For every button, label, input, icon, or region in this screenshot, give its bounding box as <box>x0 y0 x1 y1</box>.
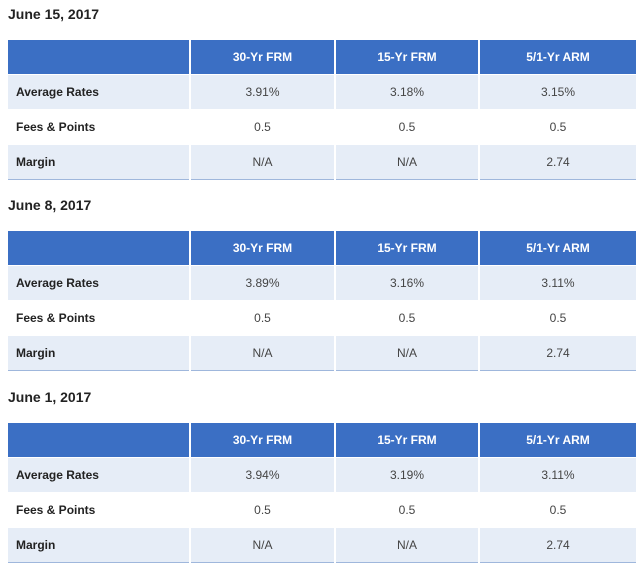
row-label: Fees & Points <box>8 492 190 528</box>
table-row: Fees & Points 0.5 0.5 0.5 <box>8 109 636 145</box>
table-row: Average Rates 3.89% 3.16% 3.11% <box>8 265 636 301</box>
cell-15yr: 0.5 <box>334 492 479 528</box>
cell-30yr: 0.5 <box>189 300 335 336</box>
row-label: Margin <box>8 527 190 563</box>
rates-table: 30-Yr FRM 15-Yr FRM 5/1-Yr ARM Average R… <box>8 231 636 371</box>
header-cell-30yr: 30-Yr FRM <box>189 423 335 458</box>
table-row: Margin N/A N/A 2.74 <box>8 527 636 563</box>
cell-30yr: 3.89% <box>189 265 335 301</box>
cell-30yr: 0.5 <box>189 492 335 528</box>
cell-15yr: N/A <box>334 144 479 180</box>
header-cell-30yr: 30-Yr FRM <box>189 40 335 75</box>
row-label: Fees & Points <box>8 109 190 145</box>
cell-arm: 0.5 <box>478 109 636 145</box>
header-row: 30-Yr FRM 15-Yr FRM 5/1-Yr ARM <box>8 231 636 266</box>
rates-table: 30-Yr FRM 15-Yr FRM 5/1-Yr ARM Average R… <box>8 40 636 180</box>
cell-arm: 2.74 <box>478 144 636 180</box>
header-row: 30-Yr FRM 15-Yr FRM 5/1-Yr ARM <box>8 40 636 75</box>
table-row: Average Rates 3.91% 3.18% 3.15% <box>8 74 636 110</box>
table-date: June 15, 2017 <box>8 6 100 22</box>
rates-table: 30-Yr FRM 15-Yr FRM 5/1-Yr ARM Average R… <box>8 423 636 563</box>
cell-arm: 3.11% <box>478 457 636 493</box>
row-label: Fees & Points <box>8 300 190 336</box>
table-date: June 1, 2017 <box>8 389 92 405</box>
header-cell-blank <box>8 423 190 458</box>
cell-15yr: 0.5 <box>334 109 479 145</box>
cell-30yr: N/A <box>189 527 335 563</box>
cell-arm: 3.11% <box>478 265 636 301</box>
cell-15yr: 3.19% <box>334 457 479 493</box>
table-row: Margin N/A N/A 2.74 <box>8 144 636 180</box>
header-cell-blank <box>8 231 190 266</box>
row-label: Margin <box>8 335 190 371</box>
cell-15yr: N/A <box>334 527 479 563</box>
table-row: Fees & Points 0.5 0.5 0.5 <box>8 300 636 336</box>
table-date: June 8, 2017 <box>8 197 92 213</box>
header-cell-arm: 5/1-Yr ARM <box>478 40 636 75</box>
header-cell-15yr: 15-Yr FRM <box>334 40 479 75</box>
cell-30yr: N/A <box>189 144 335 180</box>
header-cell-arm: 5/1-Yr ARM <box>478 231 636 266</box>
cell-15yr: 3.18% <box>334 74 479 110</box>
cell-arm: 0.5 <box>478 300 636 336</box>
header-cell-15yr: 15-Yr FRM <box>334 423 479 458</box>
row-label: Average Rates <box>8 265 190 301</box>
cell-30yr: 3.91% <box>189 74 335 110</box>
cell-arm: 3.15% <box>478 74 636 110</box>
cell-arm: 2.74 <box>478 335 636 371</box>
row-label: Average Rates <box>8 74 190 110</box>
cell-arm: 2.74 <box>478 527 636 563</box>
cell-30yr: 3.94% <box>189 457 335 493</box>
header-row: 30-Yr FRM 15-Yr FRM 5/1-Yr ARM <box>8 423 636 458</box>
header-cell-15yr: 15-Yr FRM <box>334 231 479 266</box>
header-cell-arm: 5/1-Yr ARM <box>478 423 636 458</box>
cell-15yr: 3.16% <box>334 265 479 301</box>
header-cell-30yr: 30-Yr FRM <box>189 231 335 266</box>
table-row: Fees & Points 0.5 0.5 0.5 <box>8 492 636 528</box>
table-row: Average Rates 3.94% 3.19% 3.11% <box>8 457 636 493</box>
row-label: Average Rates <box>8 457 190 493</box>
cell-15yr: 0.5 <box>334 300 479 336</box>
cell-15yr: N/A <box>334 335 479 371</box>
row-label: Margin <box>8 144 190 180</box>
cell-arm: 0.5 <box>478 492 636 528</box>
cell-30yr: 0.5 <box>189 109 335 145</box>
header-cell-blank <box>8 40 190 75</box>
table-row: Margin N/A N/A 2.74 <box>8 335 636 371</box>
cell-30yr: N/A <box>189 335 335 371</box>
